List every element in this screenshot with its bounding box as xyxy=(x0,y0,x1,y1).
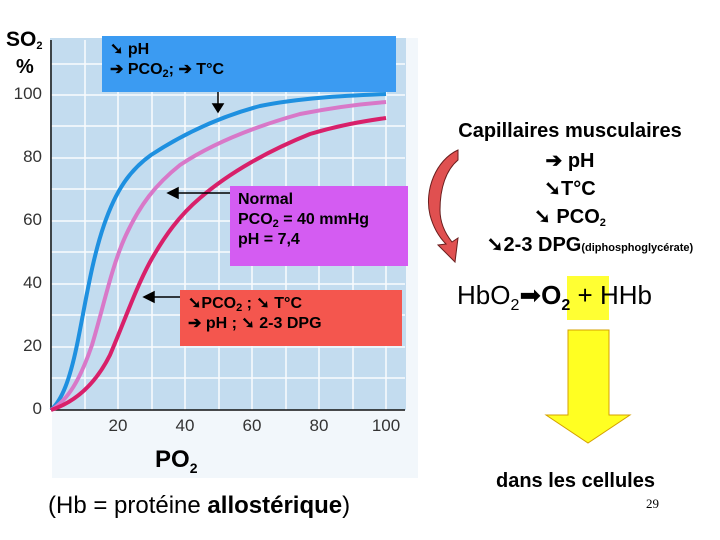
box-text: = 40 mmHg xyxy=(278,211,370,228)
x-axis-label-text: PO xyxy=(155,446,190,473)
eq-sub: 2 xyxy=(561,297,571,314)
box-text: Normal xyxy=(238,191,294,208)
box-text: T°C xyxy=(196,61,225,78)
curve-left-shift xyxy=(49,92,387,412)
arrow-down-right-icon: ➘ xyxy=(544,178,562,200)
arrow-down-right-icon: ➘ xyxy=(486,234,504,256)
cap-text: 2-3 DPG xyxy=(503,234,582,256)
curve-normal xyxy=(49,100,387,412)
x-tick: 100 xyxy=(371,416,401,435)
page-number: 29 xyxy=(646,496,659,511)
box-text: PCO xyxy=(127,61,163,78)
cap-text-sub: 2 xyxy=(599,217,606,229)
note-bold: allostérique xyxy=(207,492,343,519)
box-text: pH = 7,4 xyxy=(238,231,300,248)
capillaries-dpg: ➘2-3 DPG(diphosphoglycérate) xyxy=(440,232,720,257)
box-text: PCO xyxy=(238,211,273,228)
arrow-down-right-icon: ➘ xyxy=(534,206,551,228)
capillaries-ph: ➔ pH xyxy=(420,148,720,173)
box-text: pH xyxy=(127,41,150,58)
annotation-arrows xyxy=(142,92,230,304)
x-tick: 60 xyxy=(242,416,262,435)
box-text: PCO xyxy=(201,295,237,312)
y-axis-label: SO2 xyxy=(6,28,42,52)
arrow-right-icon: ➔ xyxy=(110,61,124,78)
curved-down-arrow-icon xyxy=(427,149,459,264)
box-text-sub: 2 xyxy=(162,68,169,80)
box-text: 2-3 DPG xyxy=(259,315,322,332)
thick-arrow-right-icon: ➡ xyxy=(519,280,542,310)
yellow-down-arrow-icon xyxy=(544,329,632,444)
box-text: pH ; xyxy=(205,315,242,332)
arrow-left-icon xyxy=(142,290,155,304)
note-text: ) xyxy=(342,492,351,519)
y-tick: 0 xyxy=(32,399,42,418)
y-tick: 100 xyxy=(13,84,42,103)
y-axis-label-text: SO xyxy=(6,28,37,51)
arrow-right-icon: ➔ xyxy=(188,315,202,332)
cap-text: pH xyxy=(567,150,595,172)
curve-right-shift xyxy=(50,116,387,412)
arrow-down-right-icon: ➘ xyxy=(188,295,202,312)
y-tick: 20 xyxy=(23,336,42,355)
capillaries-title: Capillaires musculaires xyxy=(458,120,682,142)
annotation-box-normal: Normal PCO2 = 40 mmHg pH = 7,4 xyxy=(230,186,408,266)
note-text: (Hb = protéine xyxy=(48,492,208,519)
x-tick: 80 xyxy=(309,416,329,435)
box-text: T°C xyxy=(274,295,303,312)
box-text-sub: 2 xyxy=(236,302,243,314)
annotation-box-right-shift: ➘PCO2 ; ➘ T°C ➔ pH ; ➘ 2-3 DPG xyxy=(180,290,402,346)
y-tick: 60 xyxy=(23,210,42,229)
eq-hbo2: HbO xyxy=(457,280,511,310)
eq-o2: O xyxy=(541,280,562,310)
cap-text: T°C xyxy=(561,178,596,200)
box-text-sub: 2 xyxy=(272,218,279,230)
annotation-box-left-shift: ➘ pH ➔ PCO2; ➔ T°C xyxy=(102,36,396,92)
dissociation-equation: HbO2➡O2 + HHb xyxy=(457,280,652,316)
x-tick: 40 xyxy=(175,416,195,435)
arrow-right-icon: ➔ xyxy=(545,150,563,172)
capillaries-temp: ➘T°C xyxy=(420,176,720,201)
arrow-left-icon xyxy=(166,186,179,200)
box-text: ; xyxy=(242,295,257,312)
capillaries-pco2: ➘ PCO2 xyxy=(420,204,720,229)
box-text: ; xyxy=(168,61,179,78)
allosteric-note: (Hb = protéine allostérique) xyxy=(48,492,350,520)
y-axis-unit: % xyxy=(16,56,34,78)
eq-sub: 2 xyxy=(510,297,520,314)
arrow-down-right-icon: ➘ xyxy=(241,315,255,332)
o2-highlight xyxy=(567,276,609,320)
destination-label: dans les cellules xyxy=(496,470,655,492)
arrow-down-right-icon: ➘ xyxy=(256,295,270,312)
cap-text: PCO xyxy=(556,206,600,228)
y-tick: 40 xyxy=(23,273,42,292)
y-tick: 80 xyxy=(23,147,42,166)
arrow-down-icon xyxy=(211,103,225,114)
x-axis-label: PO2 xyxy=(155,446,198,476)
eq-hhb: + HHb xyxy=(570,280,652,310)
arrow-right-icon: ➔ xyxy=(178,61,192,78)
arrow-down-right-icon: ➘ xyxy=(110,41,124,58)
x-axis-label-sub: 2 xyxy=(189,460,198,476)
x-tick: 20 xyxy=(108,416,128,435)
cap-text-small: (diphosphoglycérate) xyxy=(581,242,694,254)
y-axis-label-sub: 2 xyxy=(36,40,43,52)
